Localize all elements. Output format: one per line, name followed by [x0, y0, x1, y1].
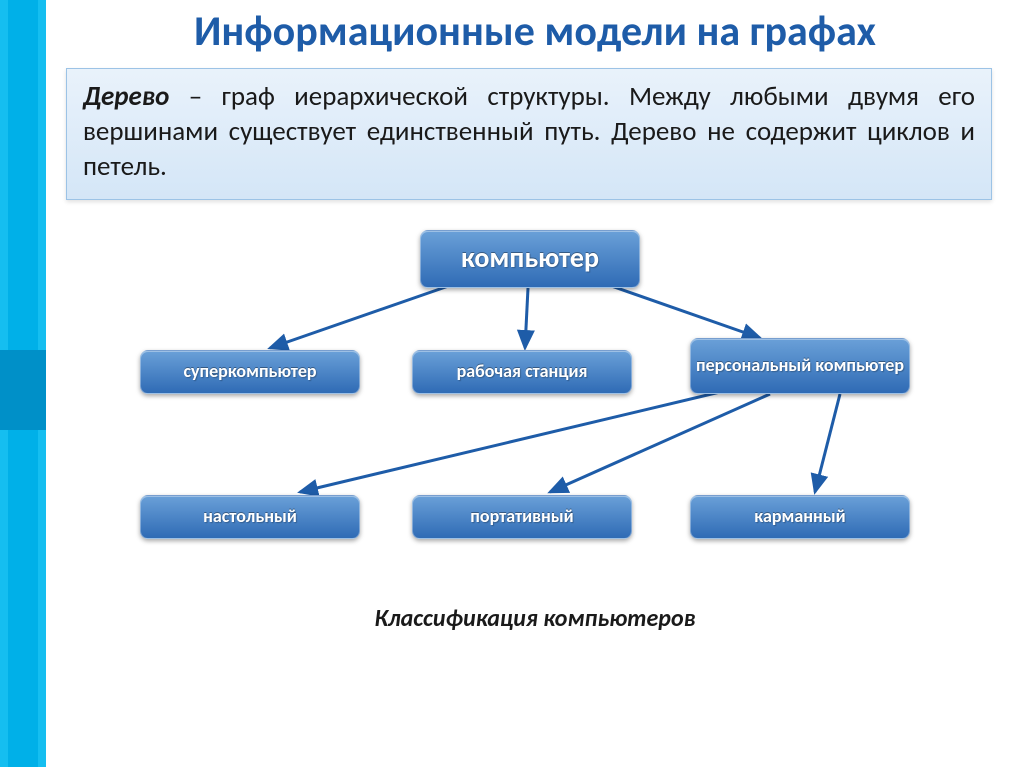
definition-box: Дерево – граф иерархической структуры. М… — [66, 68, 992, 199]
tree-node-root: компьютер — [420, 230, 640, 288]
tree-edge — [270, 282, 460, 348]
tree-node-n3: персональный компьютер — [690, 338, 910, 394]
tree-diagram: компьютер суперкомпьютер рабочая станция пе… — [60, 220, 1010, 600]
tree-node-n4: настольный — [140, 495, 360, 539]
stripe-accent-block — [0, 350, 46, 430]
tree-node-n1: суперкомпьютер — [140, 350, 360, 394]
tree-edge — [300, 392, 720, 492]
tree-node-n5: портативный — [412, 495, 632, 539]
tree-edge — [550, 394, 770, 492]
definition-text: – граф иерархической структуры. Между лю… — [83, 80, 975, 183]
tree-edge — [600, 282, 760, 338]
definition-term: Дерево — [83, 80, 169, 113]
tree-edge — [815, 394, 840, 492]
diagram-caption: Классификация компьютеров — [60, 604, 1010, 633]
tree-node-n6: карманный — [690, 495, 910, 539]
slide-title: Информационные модели на графах — [60, 0, 1010, 56]
tree-node-n2: рабочая станция — [412, 350, 632, 394]
slide-content: Информационные модели на графах Дерево –… — [60, 0, 1010, 767]
tree-edge — [525, 288, 528, 348]
